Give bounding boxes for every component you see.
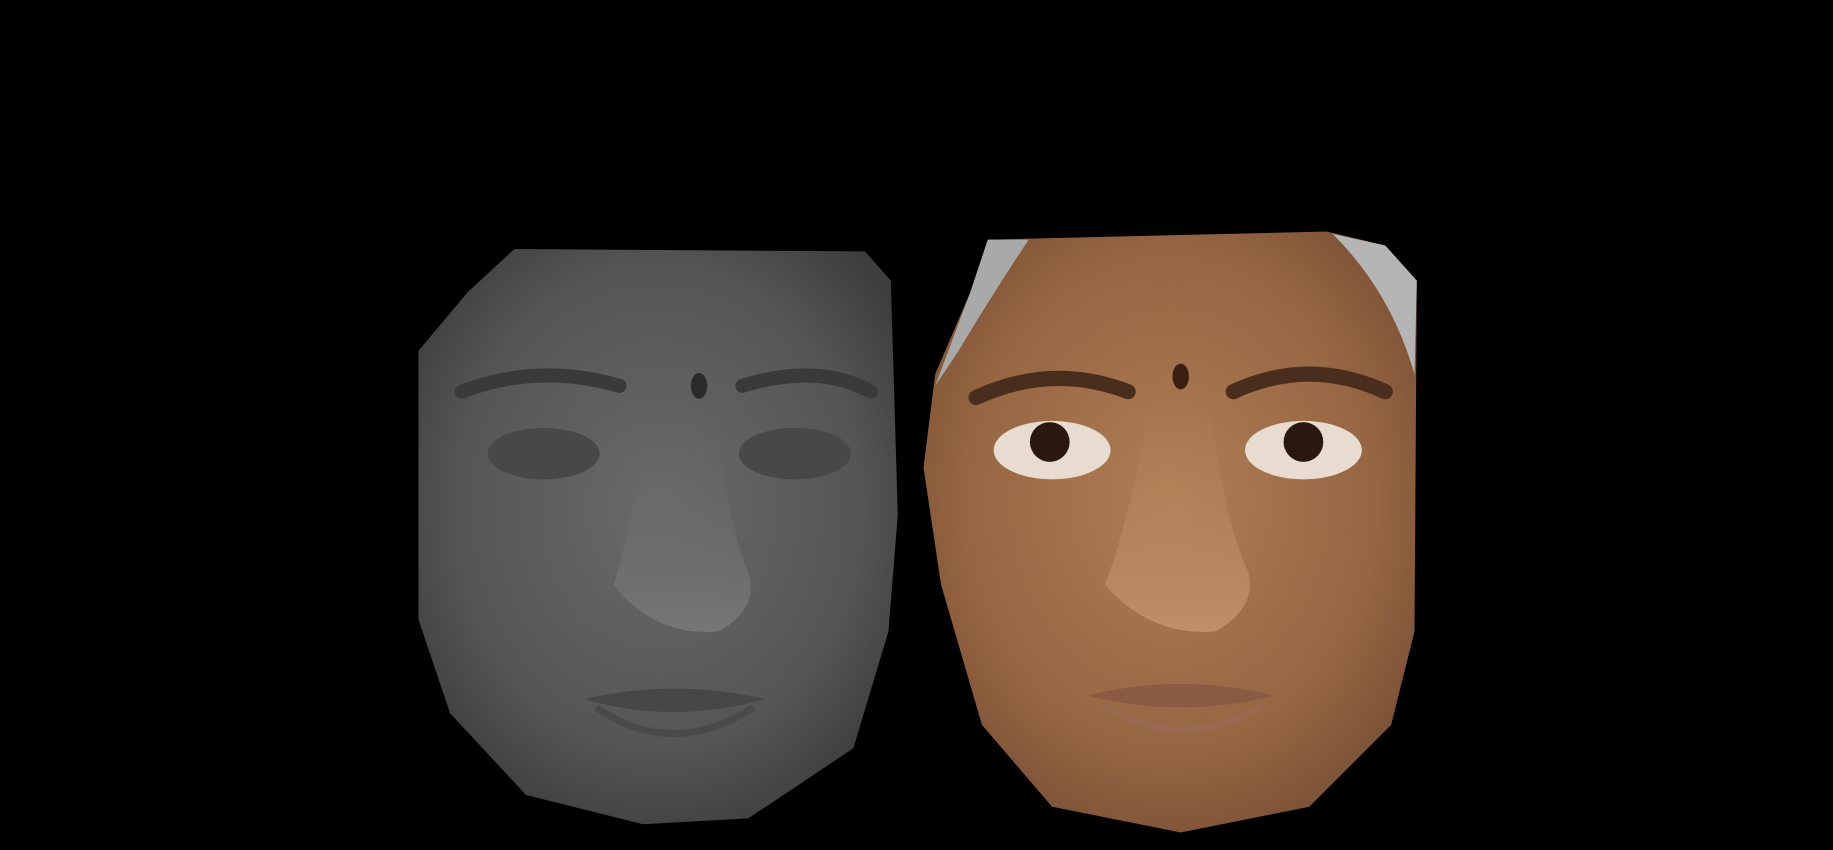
bindi <box>1172 363 1189 390</box>
eyebrow <box>735 368 878 399</box>
eye <box>487 427 600 480</box>
hair <box>935 239 1029 386</box>
bindi <box>690 372 708 399</box>
mouth <box>584 688 766 713</box>
hair <box>1332 233 1417 375</box>
nose <box>613 397 751 632</box>
textured-face <box>923 231 1417 833</box>
eyebrow <box>968 370 1136 406</box>
lower-lip <box>1102 702 1265 734</box>
lower-lip <box>594 704 756 738</box>
eyebrow <box>1225 366 1393 400</box>
nose <box>1104 397 1250 632</box>
iris <box>1029 422 1070 462</box>
mouth <box>1087 683 1275 708</box>
gray-face <box>418 249 898 825</box>
eyebrow <box>454 368 627 399</box>
iris <box>1283 422 1324 462</box>
eye <box>738 427 852 480</box>
